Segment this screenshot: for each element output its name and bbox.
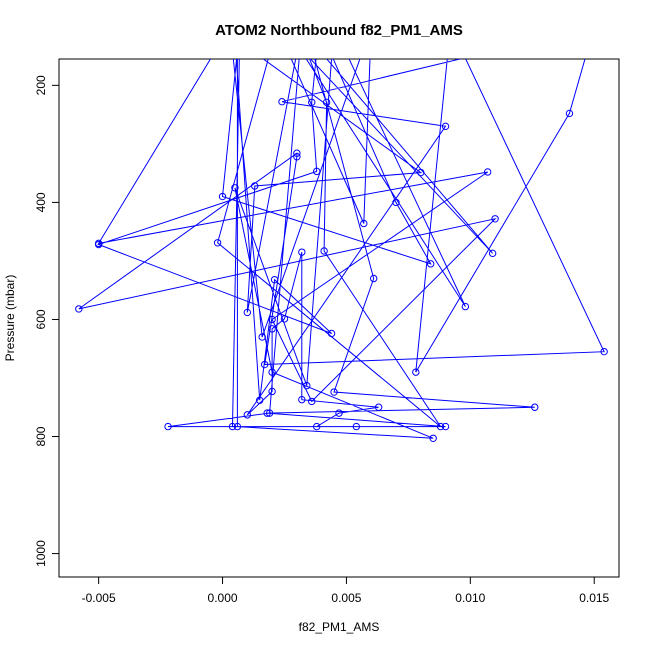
x-tick-label: 0.015 bbox=[579, 591, 609, 605]
data-point bbox=[263, 409, 271, 417]
data-point bbox=[303, 381, 311, 390]
data-point bbox=[278, 98, 286, 106]
data-point bbox=[308, 98, 316, 107]
data-point bbox=[293, 149, 301, 157]
y-tick-label: 400 bbox=[34, 192, 48, 212]
x-tick-label: 0.005 bbox=[331, 591, 361, 605]
data-point bbox=[327, 329, 336, 338]
data-point bbox=[251, 182, 259, 190]
y-axis: 200 400 600 800 1000 bbox=[34, 75, 59, 567]
y-tick-label: 200 bbox=[34, 75, 48, 95]
data-point bbox=[280, 315, 289, 323]
data-point bbox=[213, 239, 222, 247]
plot-area bbox=[75, 59, 608, 442]
y-tick-label: 800 bbox=[34, 426, 48, 446]
plot-frame bbox=[58, 58, 620, 578]
data-point bbox=[298, 248, 306, 256]
data-point bbox=[308, 397, 316, 406]
data-point bbox=[268, 387, 276, 396]
data-point bbox=[312, 422, 321, 431]
data-point bbox=[218, 192, 227, 201]
data-point bbox=[352, 422, 361, 431]
data-point bbox=[293, 153, 301, 161]
data-point bbox=[75, 305, 83, 313]
data-point bbox=[369, 274, 378, 283]
x-tick-label: 0.000 bbox=[208, 591, 238, 605]
data-point bbox=[441, 122, 450, 131]
x-tick-label: -0.005 bbox=[82, 591, 116, 605]
data-point bbox=[330, 388, 338, 396]
data-point bbox=[243, 308, 252, 317]
chart-title: ATOM2 Northbound f82_PM1_AMS bbox=[215, 22, 463, 39]
data-point bbox=[335, 409, 343, 417]
data-point bbox=[488, 249, 497, 258]
y-tick-label: 600 bbox=[34, 309, 48, 329]
data-point bbox=[320, 247, 328, 255]
data-point bbox=[312, 167, 321, 176]
data-point bbox=[231, 184, 239, 192]
data-point bbox=[228, 422, 237, 431]
data-point bbox=[258, 333, 266, 341]
data-point bbox=[268, 368, 276, 376]
data-point bbox=[483, 168, 492, 176]
y-tick-label: 1000 bbox=[34, 540, 48, 567]
data-point bbox=[531, 403, 539, 411]
data-point bbox=[270, 275, 279, 284]
data-point bbox=[298, 395, 306, 404]
y-axis-label: Pressure (mbar) bbox=[3, 275, 17, 362]
data-point bbox=[164, 422, 172, 431]
x-tick-label: 0.010 bbox=[455, 591, 485, 605]
data-point bbox=[426, 260, 435, 268]
data-point bbox=[94, 239, 103, 248]
data-point bbox=[461, 302, 470, 311]
data-point bbox=[260, 360, 269, 369]
data-point bbox=[322, 98, 331, 107]
data-point bbox=[392, 198, 400, 207]
data-point bbox=[360, 219, 368, 228]
data-point bbox=[374, 403, 383, 411]
data-point bbox=[429, 434, 437, 442]
data-point bbox=[565, 109, 574, 118]
data-point bbox=[268, 315, 276, 324]
data-point bbox=[412, 368, 420, 376]
data-point bbox=[268, 325, 276, 333]
x-axis-label: f82_PM1_AMS bbox=[299, 620, 380, 634]
data-point bbox=[243, 411, 252, 419]
data-point bbox=[265, 409, 274, 417]
series-line bbox=[78, 59, 605, 439]
data-point bbox=[417, 168, 425, 177]
x-axis: -0.005 0.000 0.005 0.010 0.015 bbox=[82, 577, 610, 605]
data-point bbox=[600, 347, 608, 356]
data-point bbox=[491, 215, 499, 223]
data-point bbox=[256, 396, 264, 404]
data-point bbox=[233, 422, 242, 431]
data-point bbox=[441, 422, 450, 431]
data-point bbox=[436, 422, 445, 431]
